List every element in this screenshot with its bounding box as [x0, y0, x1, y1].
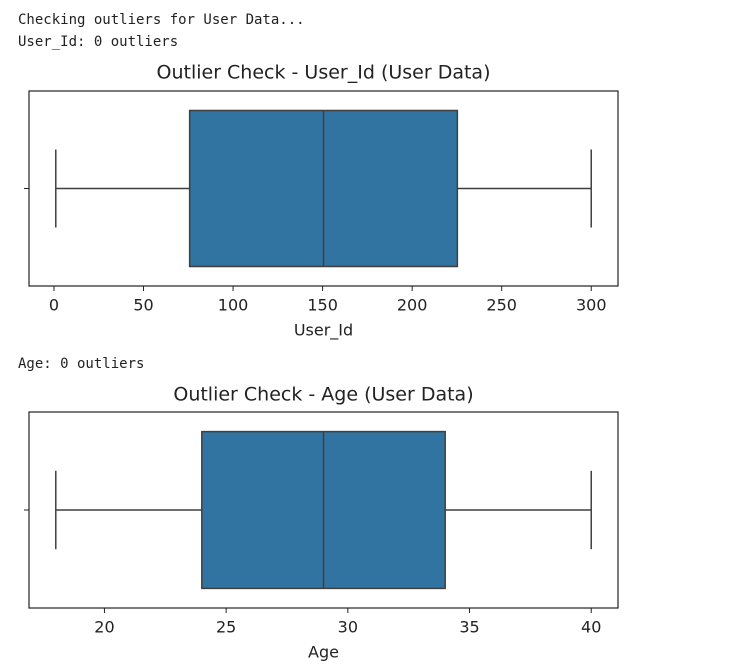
x-tick-label: 300 [576, 296, 607, 315]
x-tick-label: 250 [486, 296, 517, 315]
x-tick-label: 25 [216, 618, 236, 637]
chart-title: Outlier Check - Age (User Data) [173, 384, 473, 406]
x-tick-label: 200 [397, 296, 428, 315]
x-tick-label: 150 [307, 296, 338, 315]
x-tick-label: 50 [133, 296, 153, 315]
log-line: User_Id: 0 outliers [18, 34, 178, 50]
log-line: Age: 0 outliers [18, 356, 144, 372]
chart-title: Outlier Check - User_Id (User Data) [157, 62, 491, 84]
x-tick-label: 0 [49, 296, 59, 315]
x-axis-label: Age [308, 643, 339, 662]
x-tick-label: 40 [581, 618, 601, 637]
log-line: Checking outliers for User Data... [18, 12, 305, 28]
x-tick-label: 35 [459, 618, 479, 637]
x-tick-label: 100 [218, 296, 249, 315]
x-tick-label: 30 [338, 618, 358, 637]
x-tick-label: 20 [94, 618, 114, 637]
x-axis-label: User_Id [294, 321, 353, 341]
